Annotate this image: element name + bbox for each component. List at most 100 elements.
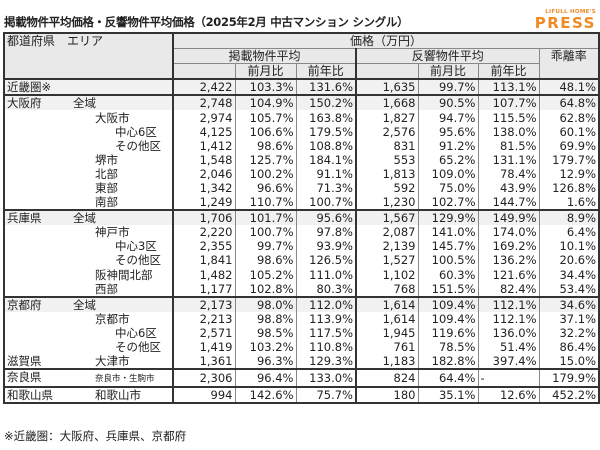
cell-listed-price: 1,841	[172, 253, 236, 268]
prefecture: 京都府	[7, 297, 42, 312]
area: 中心6区	[115, 325, 157, 340]
row-label: 南部	[3, 195, 174, 211]
cell-listed-mom: 96.4%	[234, 368, 297, 388]
cell-response-price: 1,102	[355, 267, 419, 282]
row-label: 和歌山県 和歌山市	[3, 386, 174, 405]
cell-response-mom: 90.5%	[417, 94, 479, 111]
cell-response-yoy: 43.9%	[477, 180, 540, 196]
cell-gap-rate: 48.1%	[538, 78, 600, 96]
cell-listed-price: 1,361	[172, 354, 236, 370]
cell-response-price: 2,139	[355, 239, 419, 254]
cell-response-yoy: 112.1%	[477, 311, 540, 326]
table-row: 京都市 2,213 98.8% 113.9% 1,614 109.4% 112.1% 37.1…	[3, 311, 600, 326]
cell-listed-yoy: 184.1%	[295, 152, 357, 167]
table-row: 大阪府 全域 2,748 104.9% 150.2% 1,668 90.5% 107.7% 64…	[3, 94, 600, 111]
area: 奈良市・生駒市	[95, 374, 155, 385]
cell-listed-yoy: 71.3%	[295, 180, 357, 196]
cell-response-yoy: 81.5%	[477, 138, 540, 153]
cell-listed-price: 2,422	[172, 78, 236, 96]
cell-gap-rate: 34.4%	[538, 267, 600, 282]
cell-gap-rate: 37.1%	[538, 311, 600, 326]
area: その他区	[115, 138, 161, 153]
table-row: その他区 1,419 103.2% 110.8% 761 78.5% 51.4% 86.4%	[3, 339, 600, 355]
header-response: 反響物件平均	[355, 48, 540, 65]
area: 南部	[95, 195, 118, 210]
cell-response-yoy: 149.9%	[477, 209, 540, 226]
area: その他区	[115, 340, 161, 355]
cell-response-mom: 102.7%	[417, 195, 479, 211]
table-row: 中心6区 2,571 98.5% 117.5% 1,945 119.6% 136.0% 32.…	[3, 325, 600, 340]
cell-listed-price: 1,419	[172, 339, 236, 355]
cell-response-price: 1,230	[355, 195, 419, 211]
cell-gap-rate: 64.8%	[538, 94, 600, 111]
cell-gap-rate: 62.8%	[538, 110, 600, 125]
cell-listed-mom: 103.2%	[234, 339, 297, 355]
cell-response-yoy: 138.0%	[477, 124, 540, 139]
cell-listed-yoy: 100.7%	[295, 195, 357, 211]
header-listed-mom: 前月比	[234, 63, 297, 81]
cell-gap-rate: 86.4%	[538, 339, 600, 355]
prefecture: 滋賀県	[7, 354, 42, 369]
table-row: 東部 1,342 96.6% 71.3% 592 75.0% 43.9% 126.8%	[3, 180, 600, 196]
cell-listed-yoy: 113.9%	[295, 311, 357, 326]
cell-gap-rate: 6.4%	[538, 225, 600, 240]
cell-response-yoy: 121.6%	[477, 267, 540, 282]
cell-listed-price: 1,482	[172, 267, 236, 282]
cell-listed-yoy: 108.8%	[295, 138, 357, 153]
cell-response-mom: 109.4%	[417, 295, 479, 312]
cell-listed-yoy: 111.0%	[295, 267, 357, 282]
row-label: 滋賀県 大津市	[3, 354, 174, 370]
cell-listed-yoy: 91.1%	[295, 166, 357, 181]
area: 和歌山市	[95, 388, 141, 403]
row-label: 近畿圏※	[3, 78, 174, 96]
cell-response-yoy: 51.4%	[477, 339, 540, 355]
cell-listed-mom: 142.6%	[234, 386, 297, 405]
cell-response-price: 1,827	[355, 110, 419, 125]
header-listed: 掲載物件平均	[172, 48, 357, 65]
row-label: 中心6区	[3, 325, 174, 340]
header-response-mom: 前月比	[417, 63, 479, 81]
table-row: 奈良県 奈良市・生駒市 2,306 96.4% 133.0% 824 64.4% -179.9…	[3, 368, 600, 388]
footnote: ※近畿圏：大阪府、兵庫県、京都府	[4, 429, 187, 443]
cell-gap-rate: 179.9%	[538, 368, 600, 388]
cell-listed-price: 2,355	[172, 239, 236, 254]
cell-listed-mom: 98.6%	[234, 253, 297, 268]
table-row: 神戸市 2,220 100.7% 97.8% 2,087 141.0% 174.0% 6.4%	[3, 225, 600, 240]
lifull-homes-press-logo: LIFULL HOME'S PRESS	[535, 9, 596, 31]
cell-gap-rate: 69.9%	[538, 138, 600, 153]
prefecture: 奈良県	[7, 370, 42, 385]
area: 京都市	[95, 311, 130, 326]
table-row: 近畿圏※ 2,422 103.3% 131.6% 1,635 99.7% 113.1% 48.…	[3, 78, 600, 96]
cell-response-yoy: 131.1%	[477, 152, 540, 167]
cell-listed-mom: 110.7%	[234, 195, 297, 211]
cell-response-mom: 141.0%	[417, 225, 479, 240]
cell-response-price: 1,614	[355, 311, 419, 326]
cell-listed-mom: 105.7%	[234, 110, 297, 125]
cell-response-price: 1,527	[355, 253, 419, 268]
cell-gap-rate: 53.4%	[538, 281, 600, 297]
cell-gap-rate: 179.7%	[538, 152, 600, 167]
area: その他区	[115, 253, 161, 268]
table-row: 南部 1,249 110.7% 100.7% 1,230 102.7% 144.7% 1.6%	[3, 195, 600, 211]
cell-listed-price: 1,706	[172, 209, 236, 226]
cell-listed-price: 2,974	[172, 110, 236, 125]
cell-listed-mom: 99.7%	[234, 239, 297, 254]
cell-response-price: 553	[355, 152, 419, 167]
row-label: 奈良県 奈良市・生駒市	[3, 368, 174, 388]
cell-response-yoy: 82.4%	[477, 281, 540, 297]
prefecture: 近畿圏※	[7, 80, 52, 95]
cell-response-yoy: 115.5%	[477, 110, 540, 125]
cell-gap-rate: 20.6%	[538, 253, 600, 268]
cell-response-yoy: -	[477, 368, 540, 388]
cell-response-mom: 60.3%	[417, 267, 479, 282]
cell-gap-rate: 126.8%	[538, 180, 600, 196]
row-label: 京都府 全域	[3, 295, 174, 312]
cell-listed-mom: 98.6%	[234, 138, 297, 153]
cell-listed-price: 1,412	[172, 138, 236, 153]
cell-listed-yoy: 179.5%	[295, 124, 357, 139]
cell-listed-price: 994	[172, 386, 236, 405]
cell-response-price: 1,567	[355, 209, 419, 226]
row-label: 東部	[3, 180, 174, 196]
cell-gap-rate: 15.0%	[538, 354, 600, 370]
table-row: その他区 1,412 98.6% 108.8% 831 91.2% 81.5% 69.9%	[3, 138, 600, 153]
